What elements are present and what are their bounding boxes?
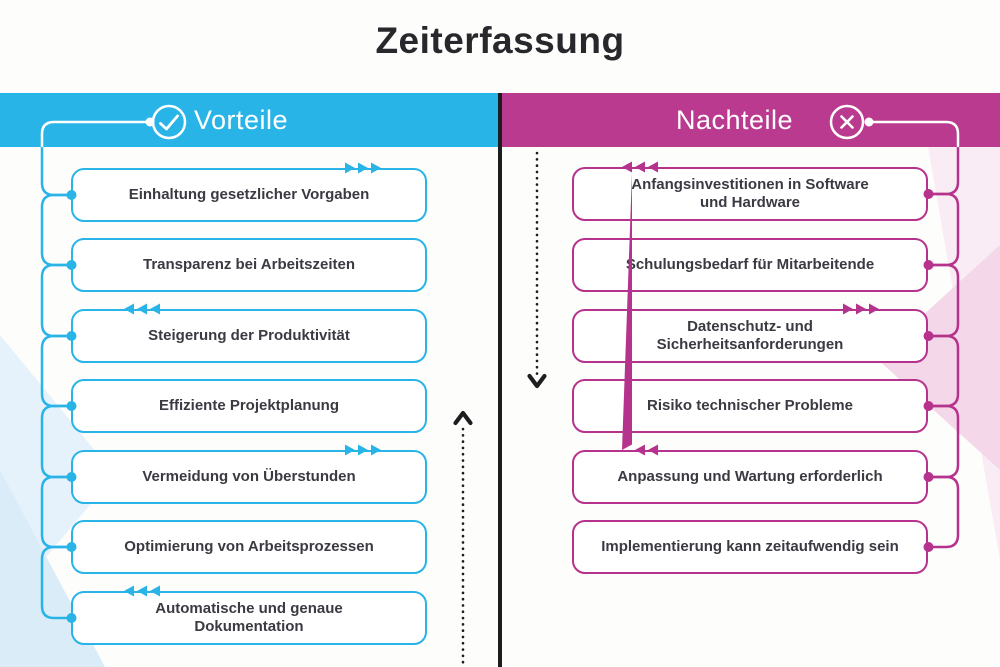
disadvantage-item: Datenschutz- und Sicherheitsanforderunge… [572, 309, 928, 363]
disadvantages-header-label: Nachteile [676, 105, 794, 135]
advantage-item: Einhaltung gesetzlicher Vorgaben [71, 168, 427, 222]
advantages-header-label: Vorteile [194, 105, 289, 135]
disadvantage-item: Implementierung kann zeitaufwendig sein [572, 520, 928, 574]
page-title: Zeiterfassung [375, 20, 625, 61]
advantage-item: Effiziente Projektplanung [71, 379, 427, 433]
disadvantage-item: Anpassung und Wartung erforderlich [572, 450, 928, 504]
advantage-item: Automatische und genaue Dokumentation [71, 591, 427, 645]
advantage-item: Transparenz bei Arbeitszeiten [71, 238, 427, 292]
disadvantage-item: Risiko technischer Probleme [572, 379, 928, 433]
advantage-item: Vermeidung von Überstunden [71, 450, 427, 504]
disadvantage-item: Schulungsbedarf für Mitarbeitende [572, 238, 928, 292]
advantage-item: Optimierung von Arbeitsprozessen [71, 520, 427, 574]
disadvantage-item: Anfangsinvestitionen in Software und Har… [572, 167, 928, 221]
advantage-item: Steigerung der Produktivität [71, 309, 427, 363]
